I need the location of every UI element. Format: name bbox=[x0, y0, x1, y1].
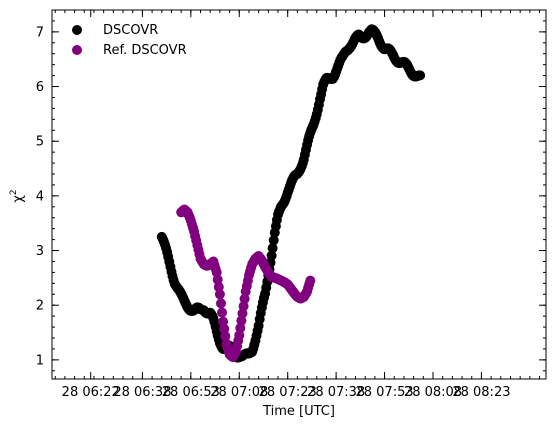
series-points bbox=[156, 24, 426, 363]
data-point bbox=[234, 330, 245, 341]
x-tick-label: 28 08:08 bbox=[404, 385, 462, 400]
y-tick-label: 5 bbox=[36, 135, 44, 150]
y-minor-ticks bbox=[52, 20, 546, 372]
x-tick-label: 28 08:23 bbox=[452, 385, 510, 400]
x-tick-label: 28 07:38 bbox=[307, 385, 365, 400]
legend-marker-dscovr bbox=[72, 25, 82, 35]
y-tick-label: 6 bbox=[36, 80, 44, 95]
legend-marker-ref-dscovr bbox=[72, 45, 82, 55]
data-point bbox=[415, 70, 426, 81]
data-point bbox=[267, 243, 278, 254]
y-tick-label: 3 bbox=[36, 244, 44, 259]
plot-frame bbox=[51, 9, 547, 380]
y-axis-label-superscript: 2 bbox=[9, 189, 19, 195]
x-tick-label: 28 07:08 bbox=[210, 385, 268, 400]
x-tick-label: 28 06:22 bbox=[62, 385, 120, 400]
series-dscovr bbox=[156, 24, 426, 363]
y-axis: 1 2 3 4 5 6 7 bbox=[36, 25, 546, 368]
x-tick-label: 28 06:38 bbox=[113, 385, 171, 400]
y-tick-label: 4 bbox=[36, 189, 44, 204]
legend-label-ref-dscovr: Ref. DSCOVR bbox=[103, 43, 187, 58]
data-point bbox=[236, 315, 247, 326]
legend-label-dscovr: DSCOVR bbox=[103, 23, 158, 38]
data-point bbox=[214, 289, 225, 300]
data-point bbox=[217, 307, 227, 318]
data-point bbox=[268, 235, 279, 246]
data-point bbox=[211, 267, 222, 278]
y-tick-label: 2 bbox=[36, 299, 44, 314]
data-point bbox=[238, 301, 249, 312]
data-point bbox=[305, 275, 316, 286]
x-minor-ticks bbox=[54, 10, 541, 379]
legend: DSCOVR Ref. DSCOVR bbox=[72, 23, 187, 58]
series-ref-dscovr bbox=[176, 204, 316, 363]
y-tick-label: 1 bbox=[36, 353, 44, 368]
y-axis-label-text: χ bbox=[11, 195, 26, 203]
data-point bbox=[266, 250, 277, 261]
data-point bbox=[216, 298, 226, 309]
x-axis-label: Time [UTC] bbox=[262, 404, 335, 419]
y-axis-label: χ2 bbox=[9, 189, 26, 202]
x-tick-label: 28 06:53 bbox=[162, 385, 220, 400]
y-tick-label: 7 bbox=[36, 25, 44, 40]
data-point bbox=[219, 323, 230, 334]
x-tick-label: 28 07:23 bbox=[259, 385, 317, 400]
x-tick-label: 28 07:53 bbox=[355, 385, 413, 400]
